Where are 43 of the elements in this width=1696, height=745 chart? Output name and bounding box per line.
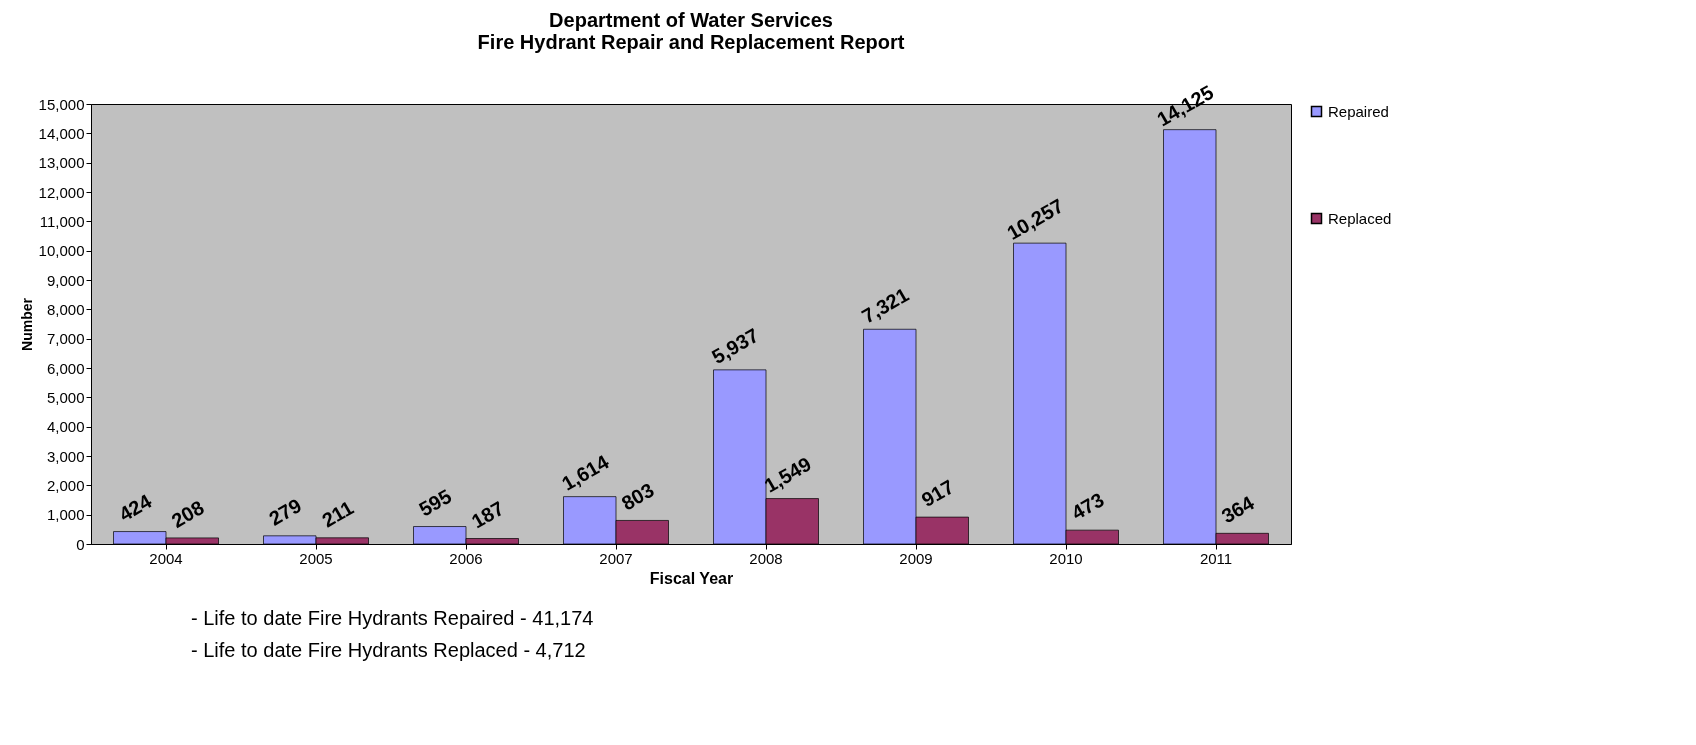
y-tick-label: 0 [76, 535, 85, 553]
data-label: 187 [467, 496, 508, 533]
data-label: 473 [1067, 488, 1108, 525]
y-tick-label: 8,000 [46, 300, 85, 318]
data-label: 7,321 [858, 283, 913, 328]
data-label: 279 [265, 494, 306, 530]
y-tick-label: 5,000 [46, 388, 85, 406]
y-tick-label: 4,000 [46, 418, 85, 436]
y-tick-label: 12,000 [38, 183, 85, 201]
x-tick-label: 2007 [599, 549, 633, 567]
y-tick-label: 10,000 [38, 242, 85, 260]
x-tick-label: 2011 [1199, 549, 1233, 567]
data-label: 595 [415, 484, 456, 521]
data-label: 803 [617, 478, 658, 515]
x-tick-label: 2010 [1049, 549, 1083, 567]
data-label: 917 [917, 475, 958, 512]
x-tick-label: 2005 [299, 549, 333, 567]
y-tick-label: 1,000 [46, 506, 85, 524]
data-label: 211 [318, 496, 358, 532]
y-tick-label: 3,000 [46, 447, 85, 465]
y-tick-label: 9,000 [46, 271, 85, 289]
legend-label: Repaired [1328, 102, 1389, 120]
y-tick-label: 13,000 [38, 154, 85, 172]
data-label: 364 [1217, 491, 1259, 528]
data-label: 424 [115, 489, 156, 526]
text: Fire Hydrant Repair and Replacement Report [477, 30, 905, 53]
text: Department of Water Services [549, 8, 833, 31]
data-label: 208 [167, 496, 208, 532]
x-tick-label: 2004 [149, 549, 183, 567]
x-tick-label: 2009 [899, 549, 933, 567]
y-tick-label: 2,000 [46, 476, 85, 494]
legend-label: Replaced [1328, 209, 1392, 227]
y-axis-title: Number [18, 297, 35, 351]
y-tick-label: 14,000 [38, 124, 85, 142]
y-tick-label: 7,000 [46, 330, 85, 348]
y-tick-label: 15,000 [38, 95, 85, 113]
y-tick-label: 11,000 [39, 212, 85, 230]
x-tick-label: 2006 [449, 549, 483, 567]
y-tick-label: 6,000 [46, 359, 85, 377]
text: - Life to date Fire Hydrants Replaced - 4,712 [191, 639, 586, 661]
text: - Life to date Fire Hydrants Repaired - 41,174 [191, 607, 594, 629]
x-axis-title: Fiscal Year [649, 569, 734, 587]
x-tick-label: 2008 [749, 549, 783, 567]
